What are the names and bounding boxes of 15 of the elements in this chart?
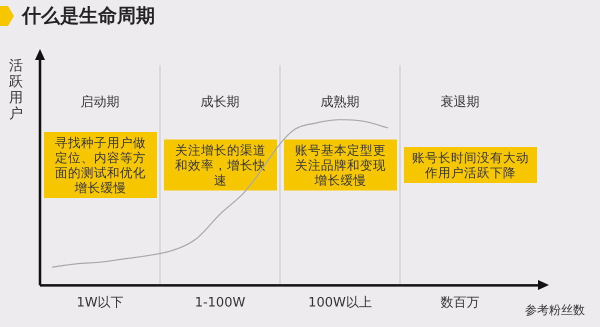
chart-title: 什么是生命周期 [22,4,155,29]
y-axis-title: 活跃用户 [8,58,24,122]
annotation: 关注增长的渠道和效率，增长快速 [164,140,277,190]
text: 成长期 [200,94,240,111]
text: 启动期 [80,94,120,111]
x-axis-title: 参考粉丝数 [525,302,585,319]
annotation: 寻找种子用户做定位、内容等方面的测试和优化增长缓慢 [44,132,157,198]
text: 成熟期 [320,94,360,111]
annotation: 账号基本定型更关注品牌和变现增长缓慢 [284,140,397,190]
annotation: 账号长时间没有大动作用户活跃下降 [404,147,537,183]
x-tick-label: 数百万 [440,296,480,311]
x-tick-label: 1W以下 [76,296,124,311]
x-tick-label: 1-100W [194,296,246,311]
x-tick-label: 100W以上 [308,296,372,311]
text: 衰退期 [440,94,480,111]
